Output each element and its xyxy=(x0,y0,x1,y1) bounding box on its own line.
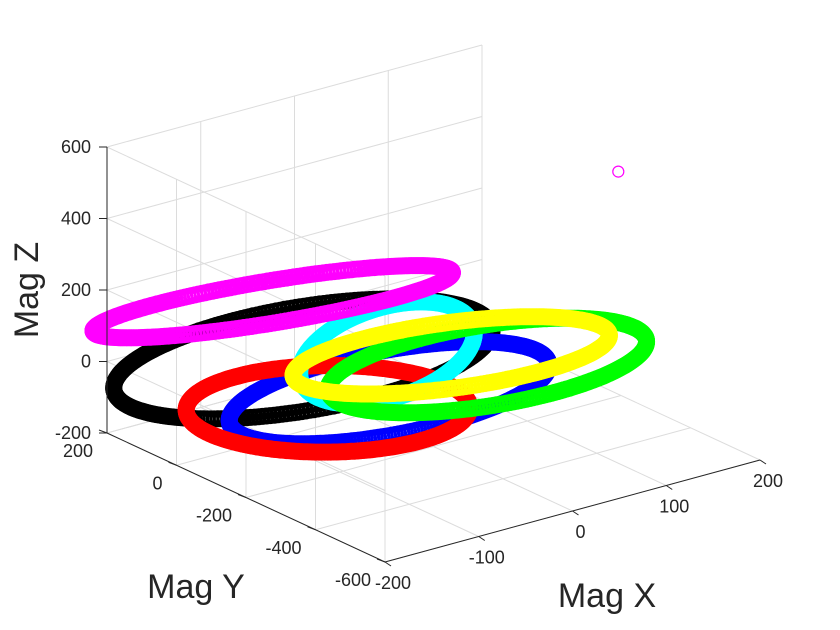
tick-labels: -200-1000100200-600-400-2000200-20002004… xyxy=(55,137,783,593)
y-axis-label: Mag Y xyxy=(147,568,245,606)
axes xyxy=(98,146,767,567)
x-tick-mark xyxy=(478,536,486,541)
x-tick-label: 100 xyxy=(659,497,689,517)
grid-line-backwall-z xyxy=(106,116,483,219)
y-tick-label: 200 xyxy=(63,441,93,461)
y-tick-mark xyxy=(168,461,177,466)
data-point xyxy=(591,317,609,334)
y-tick-label: 0 xyxy=(152,473,162,493)
grid-line-backwall-z xyxy=(106,44,483,148)
data-rings xyxy=(84,165,656,461)
z-tick-label: 0 xyxy=(81,352,91,372)
z-axis-label: Mag Z xyxy=(8,242,46,338)
z-tick-label: 200 xyxy=(61,280,91,300)
data-point xyxy=(433,258,451,276)
x-tick-label: -100 xyxy=(469,548,505,568)
x-tick-label: 0 xyxy=(575,522,585,542)
y-tick-label: -600 xyxy=(335,570,371,590)
x-axis-label: Mag X xyxy=(558,577,656,615)
z-tick-label: 600 xyxy=(61,137,91,157)
series-7 xyxy=(612,165,625,178)
y-tick-label: -200 xyxy=(196,506,232,526)
grid-line-floor-y xyxy=(315,427,691,531)
y-tick-mark xyxy=(307,526,316,531)
x-tick-mark xyxy=(665,485,673,490)
x-tick-mark xyxy=(759,459,767,465)
x-tick-label: 200 xyxy=(753,471,783,491)
grid-line-sidewall-z xyxy=(106,146,386,277)
y-tick-label: -400 xyxy=(265,538,301,558)
data-point xyxy=(531,344,549,362)
z-tick-label: -200 xyxy=(55,423,91,443)
data-point xyxy=(612,165,625,178)
grid-line-floor-y xyxy=(245,395,622,498)
x-tick-mark xyxy=(572,510,579,516)
z-tick-label: 400 xyxy=(61,209,91,229)
x-tick-mark xyxy=(384,561,392,567)
grid-line-backwall-z xyxy=(106,187,483,291)
series-5 xyxy=(284,308,618,403)
y-tick-mark xyxy=(376,558,386,563)
series-6 xyxy=(84,257,461,347)
x-tick-label: -200 xyxy=(375,573,411,593)
y-tick-mark xyxy=(237,494,247,498)
data-point xyxy=(629,321,647,339)
